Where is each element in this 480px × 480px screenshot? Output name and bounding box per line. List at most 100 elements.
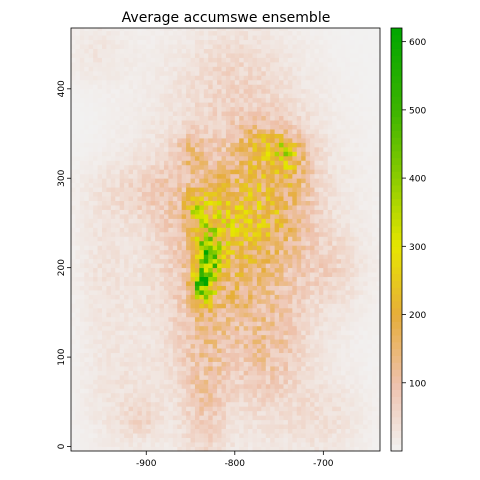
heat-cell (252, 35, 258, 41)
heat-cell (110, 88, 116, 94)
heat-cell (124, 294, 129, 300)
heat-cell (124, 290, 129, 295)
heat-cell (132, 30, 138, 36)
heat-cell (119, 357, 125, 362)
heat-cell (221, 392, 227, 398)
heat-cell (292, 75, 298, 81)
heat-cell (274, 106, 280, 112)
heat-cell (177, 267, 183, 273)
heat-cell (252, 151, 258, 157)
heat-cell (84, 330, 90, 336)
heat-cell (106, 383, 112, 389)
heat-cell (194, 88, 200, 94)
heat-cell (296, 442, 302, 447)
heat-cell (75, 383, 81, 389)
heat-cell (283, 44, 289, 49)
heat-cell (212, 169, 218, 175)
heat-cell (186, 406, 191, 412)
heat-cell (84, 66, 90, 72)
heat-cell (168, 339, 174, 345)
heat-cell (128, 173, 134, 179)
heat-cell (225, 28, 231, 32)
heat-cell (101, 433, 107, 438)
heat-cell (239, 374, 245, 380)
heat-cell (119, 66, 125, 72)
heat-cell (79, 379, 85, 385)
heat-cell (110, 294, 116, 300)
heat-cell (110, 53, 116, 58)
heat-cell (274, 357, 280, 362)
heat-cell (199, 397, 205, 403)
heat-cell (132, 35, 138, 41)
heat-cell (79, 138, 85, 143)
heat-cell (208, 298, 214, 304)
heat-cell (141, 191, 147, 197)
heat-cell (141, 178, 147, 184)
heat-cell (132, 343, 138, 349)
heat-cell (261, 343, 267, 349)
heat-cell (234, 30, 240, 36)
heat-cell (115, 410, 121, 416)
heat-cell (150, 267, 156, 273)
heat-cell (234, 388, 240, 394)
heat-cell (190, 138, 196, 143)
heat-cell (234, 191, 240, 197)
heat-cell (265, 106, 271, 112)
heat-cell (101, 240, 107, 246)
heat-cell (221, 75, 227, 81)
heat-cell (199, 182, 205, 188)
heat-cell (150, 433, 156, 438)
heat-cell (190, 245, 196, 251)
heat-cell (292, 35, 298, 41)
heat-cell (292, 267, 298, 273)
heat-cell (155, 249, 160, 255)
heat-cell (168, 325, 174, 331)
heat-cell (296, 415, 302, 421)
heat-cell (159, 218, 165, 224)
heat-cell (119, 370, 125, 376)
heat-cell (199, 321, 205, 327)
heat-cell (146, 61, 152, 67)
heat-cell (283, 294, 289, 300)
heat-cell (181, 316, 187, 322)
heat-cell (146, 164, 152, 170)
heat-cell (217, 424, 222, 430)
heat-cell (115, 245, 121, 251)
heat-cell (150, 388, 156, 394)
heat-cell (84, 442, 90, 447)
heat-cell (177, 357, 183, 362)
heat-cell (177, 245, 183, 251)
heat-cell (279, 70, 284, 76)
heat-cell (279, 155, 284, 161)
heat-cell (132, 281, 138, 286)
heat-cell (128, 218, 134, 224)
heat-cell (132, 93, 138, 99)
heat-cell (274, 39, 280, 45)
heat-cell (101, 182, 107, 188)
heat-cell (115, 124, 121, 130)
heat-cell (301, 200, 307, 206)
heat-cell (150, 155, 156, 161)
heat-cell (155, 316, 160, 322)
heat-cell (84, 209, 90, 215)
heat-cell (79, 258, 85, 264)
heat-cell (234, 227, 240, 233)
heat-cell (84, 258, 90, 264)
heat-cell (265, 406, 271, 412)
heat-cell (181, 245, 187, 251)
heat-cell (221, 361, 227, 367)
heat-cell (292, 164, 298, 170)
heat-cell (217, 343, 222, 349)
heat-cell (124, 53, 129, 58)
heat-cell (146, 70, 152, 76)
heat-cell (97, 383, 103, 389)
heat-cell (141, 102, 147, 108)
heat-cell (190, 124, 196, 130)
heat-cell (212, 173, 218, 179)
heat-cell (256, 173, 262, 179)
heat-cell (155, 272, 160, 278)
heat-cell (265, 44, 271, 49)
heat-cell (172, 218, 178, 224)
heat-cell (217, 173, 222, 179)
heat-cell (248, 70, 253, 76)
